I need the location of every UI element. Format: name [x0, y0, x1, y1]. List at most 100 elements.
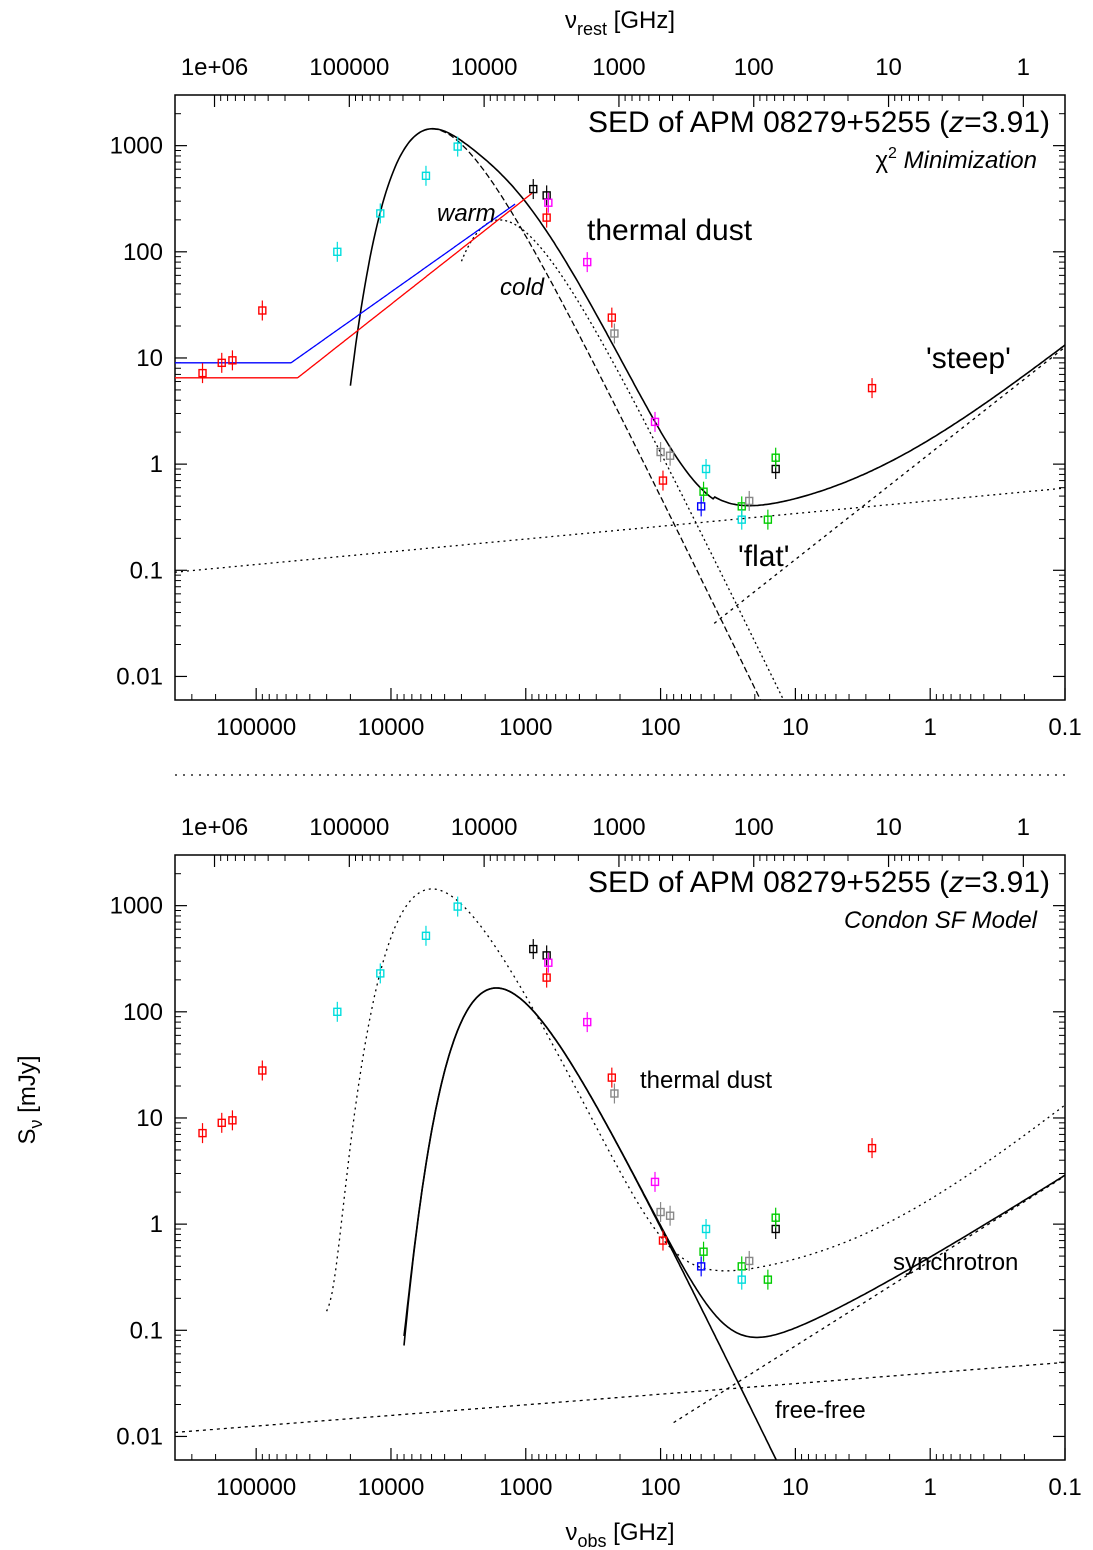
y-tick-label: 100: [123, 999, 163, 1026]
data-point: [610, 1089, 619, 1098]
warm-dust-curve: [403, 128, 762, 700]
annotation-thermal-dust: thermal dust: [640, 1067, 772, 1094]
chart-panel-chi2: 100000 10000 1000 100 10 1 0.11e+06 100000 10000…: [110, 7, 1082, 741]
data-point: [867, 383, 877, 393]
data-point: [665, 451, 675, 460]
condon-total-curve: [403, 987, 1065, 1339]
data-point: [217, 1118, 226, 1128]
data-point: [763, 1275, 773, 1284]
data-point: [745, 496, 754, 506]
x-tick-label: 100000: [216, 1474, 296, 1501]
annotation-free-free: free-free: [775, 1397, 866, 1424]
y-tick-label: 1000: [110, 893, 163, 920]
top-tick-label: 1e+06: [181, 54, 248, 81]
annotation-cold: cold: [500, 274, 545, 301]
data-point: [228, 356, 237, 365]
y-tick-label: 1: [150, 1211, 163, 1238]
x-tick-label: 1: [924, 1474, 937, 1501]
chart-subtitle: Condon SF Model: [844, 907, 1038, 934]
x-tick-label: 0.1: [1048, 1474, 1081, 1501]
y-tick-label: 1: [150, 451, 163, 478]
data-point: [696, 502, 706, 511]
data-point: [258, 1066, 267, 1075]
data-point: [583, 1017, 592, 1027]
thermal-dust-curve: [403, 987, 778, 1460]
data-point: [656, 1207, 665, 1217]
data-points: [198, 896, 877, 1290]
data-point: [607, 1073, 617, 1082]
data-point: [258, 306, 267, 315]
chart-panel-condon: 100000 10000 1000 100 10 1 0.11e+06 100000 10000…: [14, 814, 1082, 1550]
data-point: [529, 944, 538, 954]
data-point: [453, 142, 462, 151]
top-tick-label: 1000: [592, 814, 645, 841]
y-tick-label: 10: [136, 1105, 163, 1132]
data-point: [421, 931, 431, 940]
top-tick-label: 10000: [451, 54, 518, 81]
data-point: [737, 1275, 746, 1284]
data-point: [745, 1256, 754, 1266]
data-point: [763, 515, 773, 524]
top-axis-title: νrest [GHz]: [565, 7, 675, 39]
data-point: [658, 476, 668, 485]
top-tick-label: 1: [1017, 814, 1030, 841]
annotation-warm: warm: [437, 200, 496, 227]
flat-component-curve: [175, 487, 1065, 573]
x-tick-label: 1000: [499, 714, 552, 741]
data-point: [696, 1262, 706, 1271]
data-point: [217, 358, 226, 368]
data-point: [699, 1247, 708, 1256]
data-point: [658, 1236, 668, 1245]
y-tick-label: 0.01: [116, 663, 163, 690]
top-tick-label: 100000: [309, 54, 389, 81]
top-tick-label: 1e+06: [181, 814, 248, 841]
top-tick-label: 100000: [309, 814, 389, 841]
data-point: [771, 1213, 780, 1222]
x-tick-label: 100000: [216, 714, 296, 741]
top-tick-label: 100: [734, 54, 774, 81]
synchrotron-curve: [673, 1175, 1065, 1424]
total-model-curve: [349, 127, 1065, 507]
data-point: [376, 209, 385, 218]
x-tick-label: 100: [641, 1474, 681, 1501]
data-point: [583, 257, 592, 267]
annotation-flat: 'flat': [738, 540, 789, 573]
tick-marks: 100000 10000 1000 100 10 1 0.11e+06 100000 10000…: [110, 814, 1082, 1501]
data-point: [542, 213, 551, 222]
data-point: [610, 329, 619, 338]
data-point: [542, 973, 551, 982]
chart-title: SED of APM 08279+5255 (z=3.91): [588, 106, 1050, 139]
tick-marks: 100000 10000 1000 100 10 1 0.11e+06 100000 10000…: [110, 54, 1082, 741]
annotation-synchrotron: synchrotron: [893, 1249, 1018, 1276]
data-point: [737, 515, 746, 524]
y-axis-title: Sν [mJy]: [14, 1055, 46, 1144]
chart-title: SED of APM 08279+5255 (z=3.91): [588, 866, 1050, 899]
data-point: [333, 247, 342, 257]
data-point: [665, 1211, 675, 1220]
y-tick-label: 0.1: [130, 1317, 163, 1344]
data-point: [198, 1128, 207, 1138]
x-tick-label: 0.1: [1048, 714, 1081, 741]
data-points: [198, 136, 877, 530]
annotation-steep: 'steep': [926, 342, 1011, 375]
top-tick-label: 1: [1017, 54, 1030, 81]
x-tick-label: 100: [641, 714, 681, 741]
agn-model-red: [175, 192, 533, 379]
x-axis-title: νobs [GHz]: [565, 1519, 674, 1550]
data-point: [228, 1116, 237, 1125]
x-tick-label: 1000: [499, 1474, 552, 1501]
data-point: [198, 368, 207, 378]
top-tick-label: 10: [875, 54, 902, 81]
top-tick-label: 10: [875, 814, 902, 841]
data-point: [453, 902, 462, 911]
chart-subtitle: χ2 Minimization: [875, 145, 1037, 174]
x-tick-label: 10: [782, 1474, 809, 1501]
model-curves: [175, 888, 1065, 1460]
y-tick-label: 100: [123, 239, 163, 266]
x-tick-label: 1: [924, 714, 937, 741]
free-free-curve: [175, 1361, 1065, 1434]
data-point: [867, 1143, 877, 1153]
data-point: [333, 1007, 342, 1017]
data-point: [701, 1224, 711, 1234]
